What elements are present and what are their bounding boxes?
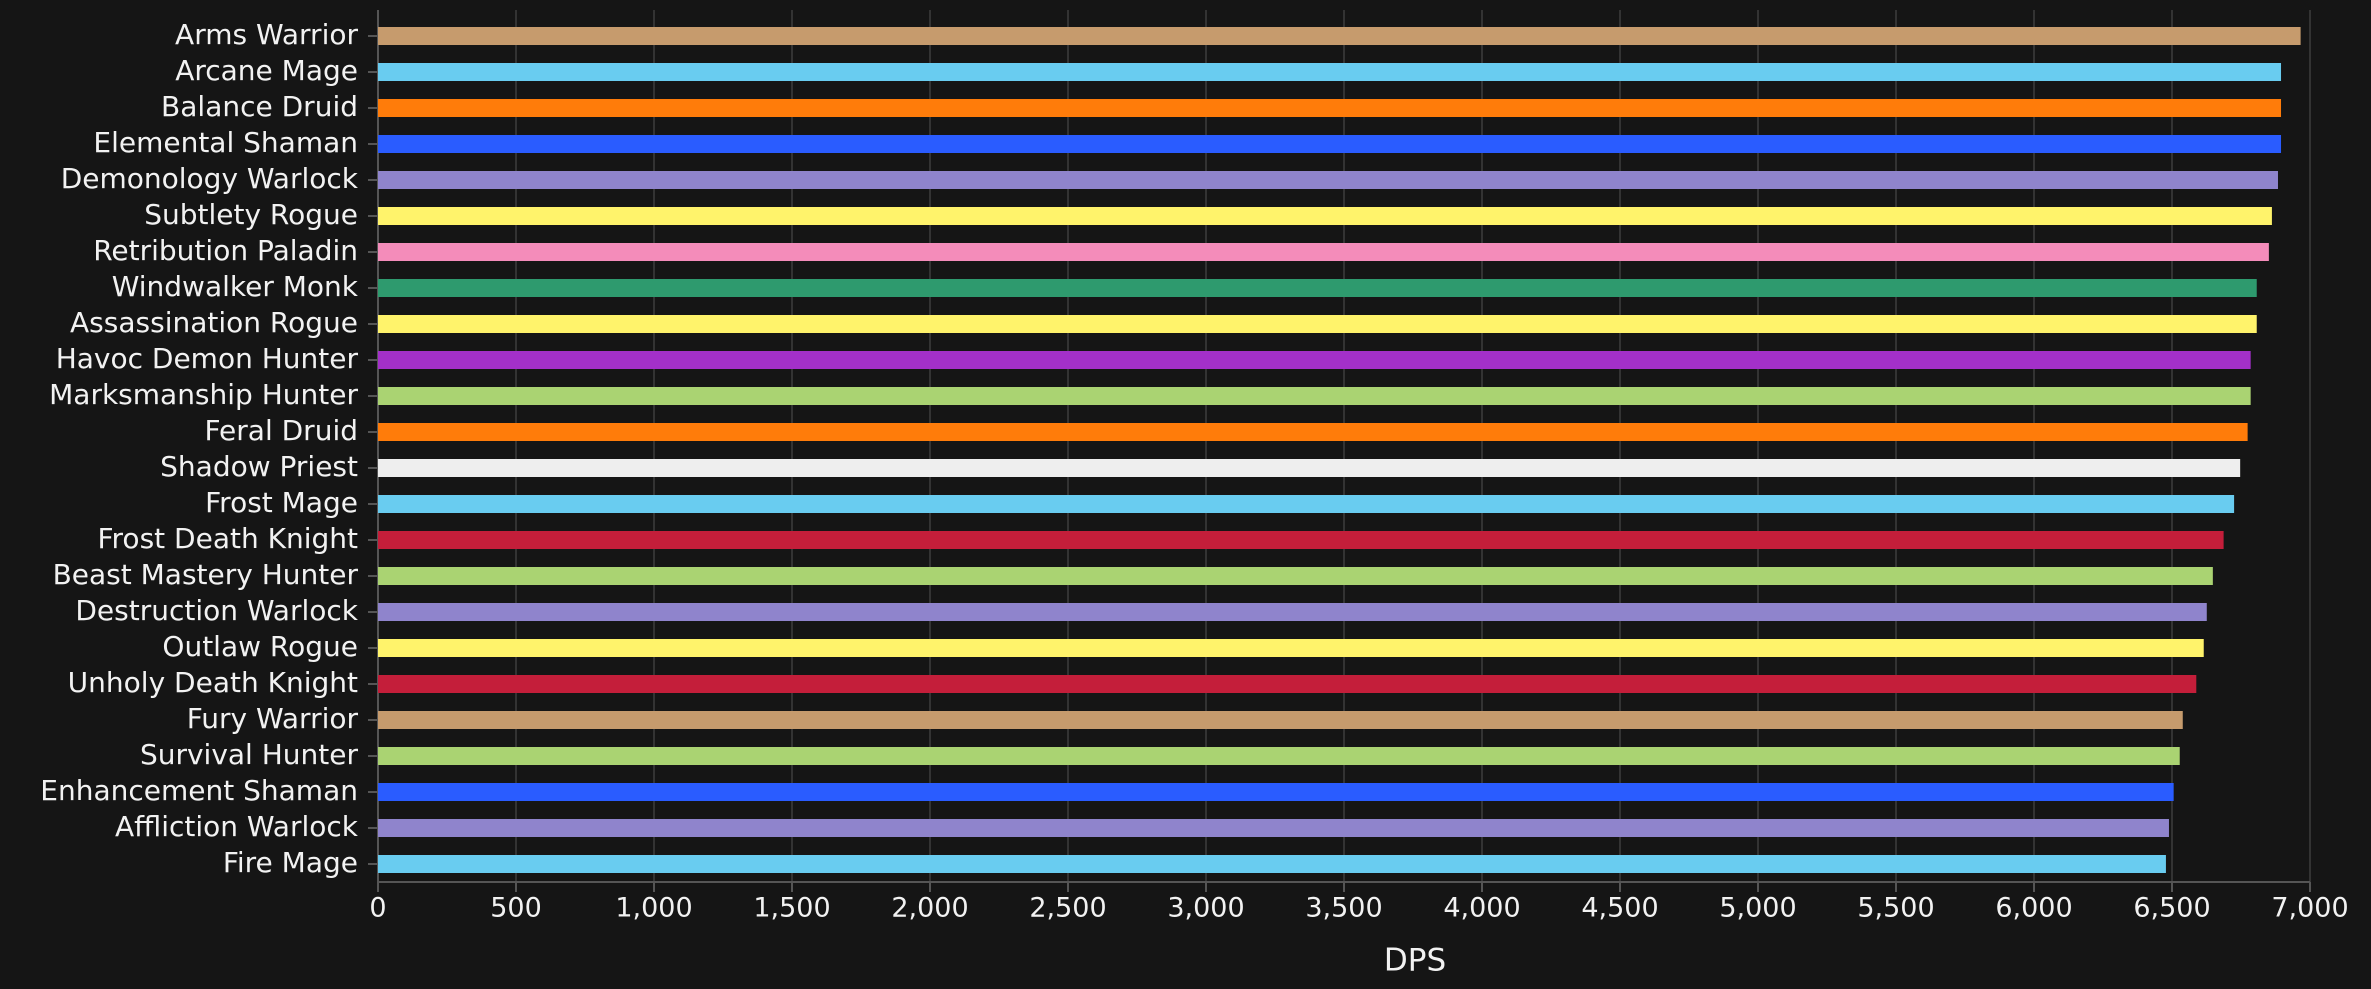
y-tick-label: Fire Mage <box>223 846 358 879</box>
bar <box>378 495 2235 513</box>
x-tick-label: 4,000 <box>1443 893 1520 924</box>
bar <box>378 423 2248 441</box>
bar <box>378 711 2183 729</box>
y-tick-label: Feral Druid <box>204 414 358 447</box>
bar <box>378 315 2257 333</box>
x-axis-label: DPS <box>1384 943 1446 979</box>
y-tick-label: Assassination Rogue <box>70 306 358 339</box>
y-tick-label: Frost Mage <box>205 486 358 519</box>
x-tick-label: 6,500 <box>2133 893 2210 924</box>
x-tick-label: 2,000 <box>891 893 968 924</box>
x-tick-label: 5,500 <box>1857 893 1934 924</box>
y-tick-label: Enhancement Shaman <box>40 774 358 807</box>
bar <box>378 783 2174 801</box>
bar <box>378 855 2166 873</box>
y-tick-label: Beast Mastery Hunter <box>53 558 359 591</box>
y-tick-label: Survival Hunter <box>140 738 359 771</box>
bar <box>378 639 2204 657</box>
y-tick-label: Marksmanship Hunter <box>49 378 358 411</box>
bar <box>378 99 2282 117</box>
y-tick-label: Windwalker Monk <box>112 270 359 303</box>
y-tick-label: Outlaw Rogue <box>162 630 358 663</box>
y-tick-label: Arms Warrior <box>175 18 358 51</box>
bar <box>378 63 2282 81</box>
x-tick-label: 5,000 <box>1719 893 1796 924</box>
y-tick-label: Havoc Demon Hunter <box>56 342 359 375</box>
x-tick-label: 1,000 <box>615 893 692 924</box>
bar <box>378 747 2180 765</box>
bar <box>378 675 2197 693</box>
x-tick-label: 0 <box>369 893 386 924</box>
y-tick-label: Elemental Shaman <box>93 126 358 159</box>
bar <box>378 567 2213 585</box>
y-tick-label: Arcane Mage <box>175 54 358 87</box>
bar <box>378 135 2282 153</box>
bar <box>378 531 2224 549</box>
y-tick-label: Demonology Warlock <box>61 162 359 195</box>
y-tick-label: Destruction Warlock <box>75 594 358 627</box>
bar <box>378 351 2251 369</box>
x-tick-label: 3,000 <box>1167 893 1244 924</box>
bar <box>378 603 2207 621</box>
y-tick-label: Subtlety Rogue <box>144 198 358 231</box>
y-tick-label: Shadow Priest <box>160 450 358 483</box>
bar <box>378 171 2278 189</box>
y-tick-label: Unholy Death Knight <box>68 666 358 699</box>
x-tick-label: 500 <box>490 893 542 924</box>
bar <box>378 819 2169 837</box>
bar <box>378 243 2269 261</box>
y-tick-label: Affliction Warlock <box>115 810 359 843</box>
x-tick-label: 1,500 <box>753 893 830 924</box>
x-tick-label: 7,000 <box>2271 893 2348 924</box>
bar <box>378 27 2301 45</box>
x-tick-label: 6,000 <box>1995 893 2072 924</box>
y-tick-label: Fury Warrior <box>187 702 359 735</box>
x-tick-label: 4,500 <box>1581 893 1658 924</box>
y-tick-label: Retribution Paladin <box>93 234 358 267</box>
y-tick-label: Frost Death Knight <box>97 522 358 555</box>
x-tick-label: 3,500 <box>1305 893 1382 924</box>
y-tick-label: Balance Druid <box>161 90 358 123</box>
bar <box>378 459 2241 477</box>
bar <box>378 207 2272 225</box>
bar <box>378 279 2257 297</box>
x-tick-label: 2,500 <box>1029 893 1106 924</box>
bar <box>378 387 2251 405</box>
